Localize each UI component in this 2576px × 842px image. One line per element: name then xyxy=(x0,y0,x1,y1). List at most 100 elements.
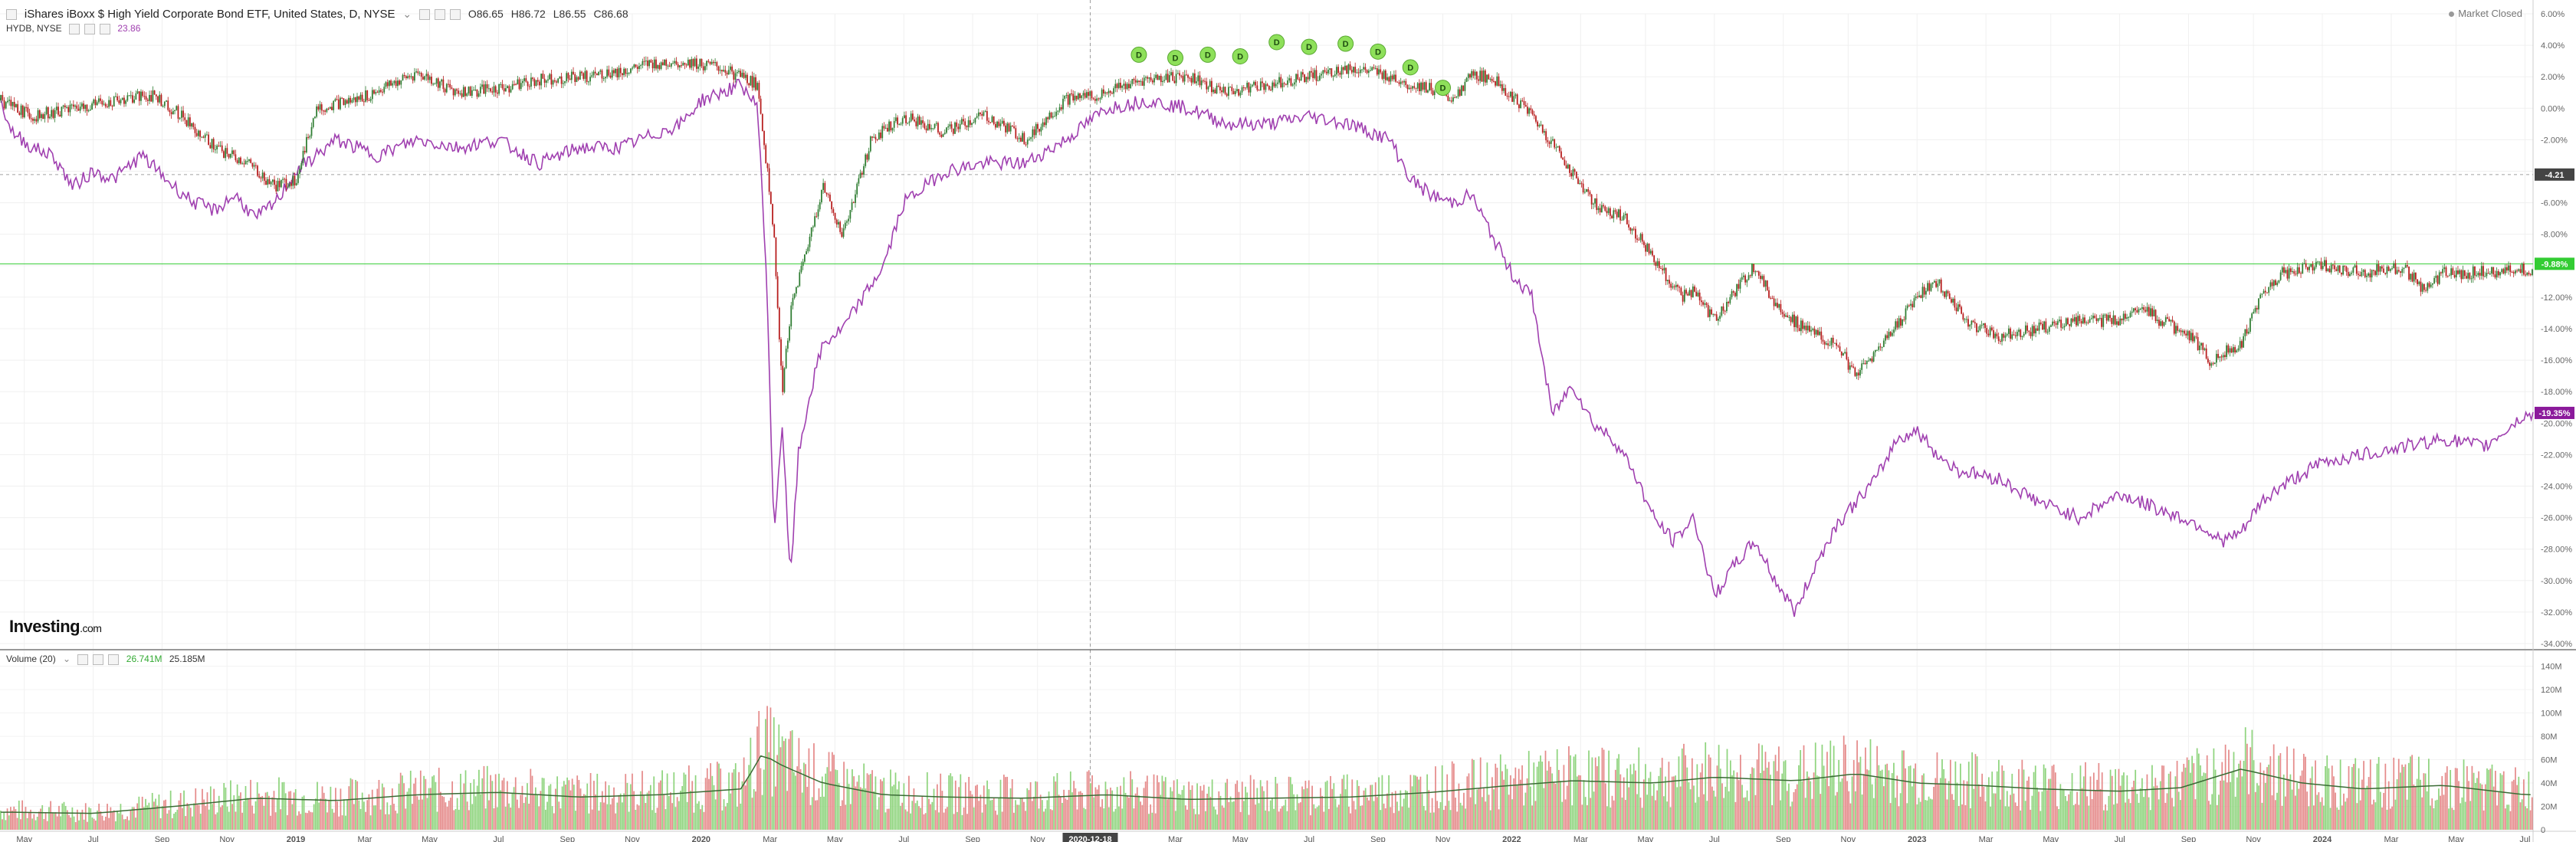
candle-body xyxy=(204,134,206,138)
candle-body xyxy=(1363,67,1365,70)
volume-bar xyxy=(871,770,873,830)
volume-bar xyxy=(318,802,320,830)
volume-bar xyxy=(412,804,413,830)
candle-body xyxy=(1160,75,1162,83)
candle-body xyxy=(442,79,445,90)
volume-bar xyxy=(1541,762,1544,830)
candle-body xyxy=(814,216,815,227)
volume-bar xyxy=(1171,791,1173,830)
candle-body xyxy=(875,136,877,139)
volume-bar xyxy=(2463,759,2465,830)
candle xyxy=(1708,306,1711,322)
candle xyxy=(883,122,885,131)
volume-bar xyxy=(1163,781,1165,830)
volume-bar xyxy=(63,801,65,830)
candle-body xyxy=(98,98,100,103)
volume-bar xyxy=(240,792,241,830)
candle xyxy=(681,61,682,68)
candle-body xyxy=(38,110,41,119)
volume-bar xyxy=(2193,763,2195,830)
candle-body xyxy=(1521,100,1524,102)
volume-bar xyxy=(1459,802,1462,830)
candle-body xyxy=(1081,95,1083,99)
candle-body xyxy=(1827,343,1829,346)
candle xyxy=(1826,340,1827,346)
volume-bar xyxy=(1248,814,1250,830)
volume-bar xyxy=(789,731,792,830)
candle-body xyxy=(1217,85,1219,87)
candle xyxy=(952,128,954,136)
candle-body xyxy=(1364,67,1367,70)
candle xyxy=(1054,111,1055,117)
volume-bar xyxy=(1381,775,1383,830)
candle xyxy=(1228,83,1229,100)
candle xyxy=(1839,342,1841,352)
volume-bar xyxy=(1963,780,1965,830)
candle xyxy=(605,76,606,83)
volume-bar xyxy=(1469,797,1472,830)
candle xyxy=(176,105,178,111)
candle-body xyxy=(514,84,515,85)
candle-body xyxy=(1165,74,1167,80)
volume-bar xyxy=(1796,784,1798,830)
candle xyxy=(135,90,137,100)
candle-body xyxy=(822,182,825,190)
candle xyxy=(650,58,652,63)
volume-bar xyxy=(1451,761,1453,830)
candle xyxy=(1341,64,1343,79)
volume-bar xyxy=(87,821,88,830)
candle xyxy=(1193,69,1196,84)
volume-bar xyxy=(839,806,842,830)
volume-bar xyxy=(213,788,215,830)
volume-bar xyxy=(203,799,205,830)
volume-bar xyxy=(399,772,402,830)
candle-body xyxy=(1162,80,1163,83)
volume-bar xyxy=(496,807,498,830)
candle xyxy=(1652,247,1653,257)
volume-bar xyxy=(151,792,153,830)
volume-bar xyxy=(1333,783,1335,830)
volume-bar xyxy=(683,772,685,830)
candle-body xyxy=(883,126,885,129)
candle xyxy=(943,129,946,136)
volume-bar xyxy=(1186,809,1188,830)
candle xyxy=(233,149,235,156)
volume-bar xyxy=(970,791,972,830)
volume-bar xyxy=(1568,746,1570,830)
volume-bar xyxy=(1960,763,1961,830)
candle-body xyxy=(731,66,733,72)
volume-bar xyxy=(423,775,425,830)
candle xyxy=(1226,92,1228,97)
volume-bar xyxy=(2078,804,2080,830)
candle xyxy=(888,119,890,135)
volume-bar xyxy=(2298,788,2300,830)
candle xyxy=(174,110,176,115)
volume-bar xyxy=(1505,764,1507,830)
volume-bar xyxy=(2108,795,2110,830)
volume-bar xyxy=(534,787,537,830)
volume-bar xyxy=(1085,809,1087,830)
candle xyxy=(1834,342,1836,344)
volume-bar xyxy=(2501,775,2503,830)
volume-bar xyxy=(2526,808,2528,830)
volume-bar xyxy=(293,792,295,830)
volume-bar xyxy=(1401,806,1403,830)
volume-bar xyxy=(56,816,58,830)
volume-bar xyxy=(1488,794,1490,830)
candle-body xyxy=(1047,117,1049,120)
candle xyxy=(511,80,514,90)
volume-bar xyxy=(581,795,583,830)
candle xyxy=(299,165,300,179)
candle-body xyxy=(800,266,802,273)
volume-bar xyxy=(1318,805,1320,830)
volume-bar xyxy=(2221,762,2223,830)
candle-body xyxy=(445,84,448,93)
candle xyxy=(1599,203,1601,216)
candle-body xyxy=(1104,92,1106,94)
volume-bar xyxy=(619,793,622,830)
candle xyxy=(924,121,926,130)
candle-body xyxy=(552,80,554,85)
candle-body xyxy=(537,80,539,82)
volume-bar xyxy=(1841,778,1843,830)
